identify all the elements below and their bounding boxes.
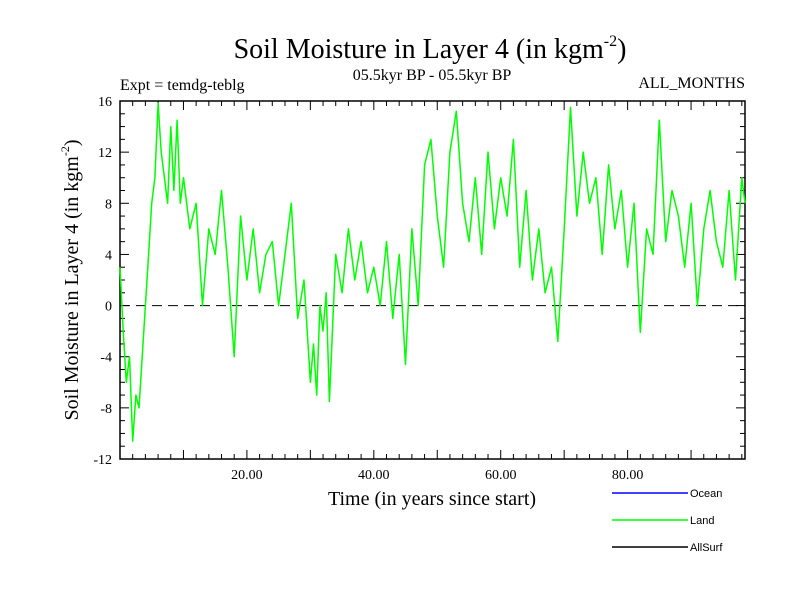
series-line-land	[119, 102, 746, 442]
y-axis-label-sup: -2	[58, 146, 72, 156]
y-axis-label-main: Soil Moisture in Layer 4 (in kgm	[61, 156, 83, 421]
legend: Ocean Land AllSurf	[612, 488, 723, 554]
y-tick-label: 4	[105, 248, 112, 263]
series-group	[119, 102, 746, 442]
chart-title: Soil Moisture in Layer 4 (in kgm-2)	[234, 33, 627, 65]
legend-label-allsurf: AllSurf	[690, 542, 723, 554]
chart-title-close: )	[617, 34, 626, 65]
chart-title-sup: -2	[604, 33, 617, 50]
x-axis-ticks: 20.00 40.00 60.00 80.00	[119, 101, 743, 483]
y-tick-label: -8	[100, 402, 112, 417]
x-axis-label: Time (in years since start)	[328, 488, 536, 510]
y-tick-label: -12	[93, 453, 112, 468]
x-tick-label: 20.00	[231, 468, 263, 483]
x-tick-label: 60.00	[485, 468, 517, 483]
y-tick-label: 0	[105, 300, 112, 315]
legend-label-land: Land	[690, 515, 714, 527]
y-axis-label: Soil Moisture in Layer 4 (in kgm-2)	[58, 139, 83, 420]
chart-title-main: Soil Moisture in Layer 4 (in kgm	[234, 34, 604, 65]
y-axis-label-close: )	[61, 139, 83, 146]
x-tick-label: 80.00	[612, 468, 644, 483]
y-tick-label: 8	[105, 197, 112, 212]
y-tick-label: -4	[100, 351, 112, 366]
y-tick-label: 12	[98, 146, 112, 161]
y-tick-label: 16	[98, 95, 112, 110]
subtitle-experiment: Expt = temdg-teblg	[120, 77, 245, 94]
subtitle-period: 05.5kyr BP - 05.5kyr BP	[353, 67, 512, 84]
subtitle-months: ALL_MONTHS	[638, 75, 745, 92]
legend-label-ocean: Ocean	[690, 488, 722, 500]
x-tick-label: 40.00	[358, 468, 390, 483]
